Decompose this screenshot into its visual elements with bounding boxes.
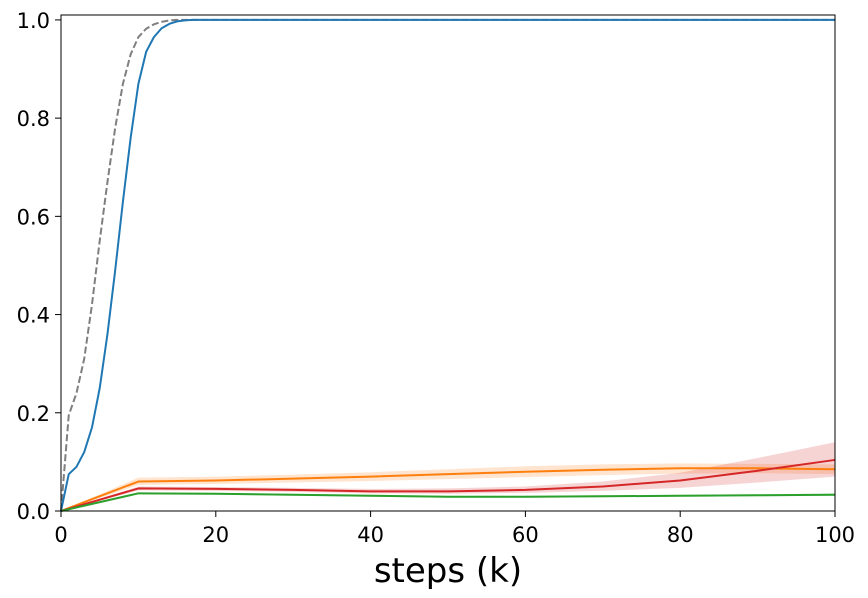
x-tick-label: 0 (54, 523, 67, 547)
x-axis-title: steps (k) (374, 551, 522, 591)
x-tick-label: 20 (202, 523, 229, 547)
series-lines (60, 18, 836, 512)
x-tick-label: 100 (815, 523, 855, 547)
x-tick-label: 80 (667, 523, 694, 547)
x-tick-label: 40 (357, 523, 384, 547)
x-axis: 0 20 40 60 80 100 (54, 511, 855, 547)
y-tick-label: 0.6 (17, 205, 50, 229)
plot-area-frame (60, 14, 836, 512)
y-tick-label: 0.0 (17, 500, 50, 524)
y-tick-label: 0.8 (17, 107, 50, 131)
series-2-line (60, 467, 836, 512)
y-axis: 0.0 0.2 0.4 0.6 0.8 1.0 (17, 9, 61, 524)
series-4-line (60, 492, 836, 512)
y-tick-label: 0.4 (17, 304, 50, 328)
series-3-band (61, 442, 835, 511)
series-0-line (60, 18, 835, 512)
series-1-line (60, 18, 835, 512)
x-tick-label: 60 (512, 523, 539, 547)
y-tick-label: 1.0 (17, 9, 50, 33)
y-tick-label: 0.2 (17, 402, 50, 426)
series-3-line (60, 458, 836, 512)
